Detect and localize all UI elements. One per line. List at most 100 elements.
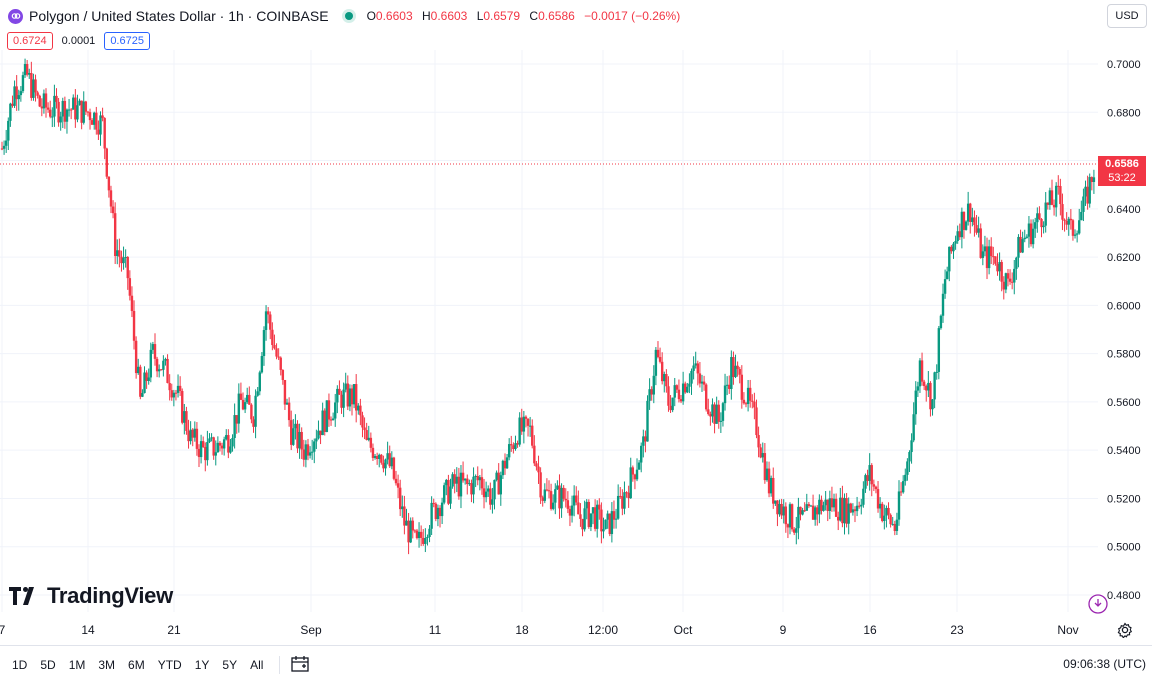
range-button-3m[interactable]: 3M	[98, 658, 116, 672]
y-tick-label: 0.5200	[1107, 493, 1141, 505]
range-button-6m[interactable]: 6M	[128, 658, 145, 672]
alert-icon[interactable]	[1088, 594, 1108, 619]
symbol-title[interactable]: Polygon / United States Dollar · 1h · CO…	[29, 8, 329, 24]
utc-clock[interactable]: 09:06:38 (UTC)	[1063, 657, 1146, 671]
candle-body	[644, 436, 647, 442]
candle-body	[803, 510, 806, 512]
candle-body	[889, 514, 892, 525]
range-button-all[interactable]: All	[250, 658, 264, 672]
candle-body	[241, 399, 245, 410]
candle-body	[969, 203, 972, 222]
candle-body	[709, 414, 712, 417]
candle-body	[738, 368, 741, 375]
market-status-icon	[344, 12, 353, 20]
candle-body	[453, 474, 456, 484]
candle-body	[1013, 268, 1016, 283]
candle-body	[778, 503, 781, 515]
calendar-icon[interactable]	[290, 655, 310, 676]
candle-body	[212, 437, 215, 456]
candle-body	[235, 415, 238, 424]
candle-body	[183, 411, 186, 423]
range-button-1y[interactable]: 1Y	[194, 658, 210, 672]
currency-select[interactable]: USD	[1107, 4, 1147, 28]
candle-body	[966, 203, 970, 222]
candle-body	[753, 401, 756, 408]
candle-body	[384, 459, 387, 469]
candle-body	[210, 437, 213, 439]
candle-body	[1084, 186, 1087, 197]
candle-body	[172, 392, 176, 398]
candle-body	[1034, 222, 1037, 229]
candle-body	[593, 507, 597, 529]
candle-body	[65, 109, 69, 122]
candle-body	[1092, 177, 1096, 182]
candle-body	[629, 467, 632, 499]
candle-body	[195, 428, 199, 449]
candle-body	[937, 328, 941, 372]
change-value: −0.0017 (−0.26%)	[584, 9, 681, 23]
candle-body	[971, 217, 974, 222]
candle-body	[451, 474, 454, 487]
candle-body	[698, 373, 702, 384]
candle-body	[671, 397, 674, 411]
candle-body	[516, 443, 519, 445]
candle-body	[583, 508, 586, 530]
candle-body	[866, 475, 869, 481]
candle-body	[1029, 223, 1033, 245]
candle-body	[325, 400, 329, 432]
candle-body	[59, 116, 62, 123]
candle-body	[220, 445, 224, 449]
candle-body	[751, 400, 754, 402]
candle-body	[271, 329, 274, 346]
candle-body	[916, 386, 920, 391]
candle-body	[1040, 218, 1043, 228]
range-button-5d[interactable]: 5D	[40, 658, 56, 672]
candle-body	[642, 436, 645, 446]
candle-body	[99, 115, 102, 135]
candle-body	[78, 100, 81, 106]
candle-body	[369, 437, 373, 448]
price-chart[interactable]: 0.70000.68000.66000.64000.62000.60000.58…	[0, 0, 1152, 645]
candle-body	[294, 423, 297, 429]
candle-body	[673, 385, 676, 398]
candle-body	[164, 358, 167, 361]
range-button-5y[interactable]: 5Y	[222, 658, 238, 672]
candle-body	[36, 92, 39, 96]
candle-body	[870, 465, 873, 485]
candle-body	[757, 435, 760, 448]
candle-body	[248, 394, 251, 405]
candle-body	[7, 120, 10, 141]
candle-body	[503, 460, 507, 469]
candle-body	[19, 91, 23, 96]
settings-gear-icon[interactable]	[1117, 622, 1133, 643]
candle-body	[227, 435, 230, 453]
range-button-ytd[interactable]: YTD	[157, 658, 182, 672]
candle-body	[686, 386, 689, 393]
candle-body	[482, 488, 486, 498]
candle-body	[805, 504, 808, 511]
candle-body	[994, 256, 997, 264]
buy-button[interactable]: 0.6725	[104, 32, 150, 50]
candle-body	[478, 477, 482, 481]
candle-body	[386, 453, 389, 460]
sell-button[interactable]: 0.6724	[7, 32, 53, 50]
candle-body	[216, 442, 220, 453]
candle-body	[246, 394, 249, 403]
candle-body	[116, 250, 119, 257]
range-button-1d[interactable]: 1D	[12, 658, 28, 672]
candle-body	[918, 360, 922, 387]
candle-body	[407, 520, 410, 543]
candle-body	[365, 430, 368, 440]
candle-body	[535, 463, 538, 467]
candle-body	[340, 394, 343, 408]
candle-body	[382, 462, 385, 469]
candle-body	[1006, 273, 1010, 279]
candle-body	[608, 513, 611, 535]
range-button-1m[interactable]: 1M	[68, 658, 86, 672]
candle-body	[780, 503, 783, 516]
candle-body	[199, 441, 203, 458]
candle-body	[348, 388, 352, 407]
x-tick-label: 7	[0, 623, 6, 637]
candle-body	[287, 402, 291, 421]
candle-body	[809, 505, 813, 507]
